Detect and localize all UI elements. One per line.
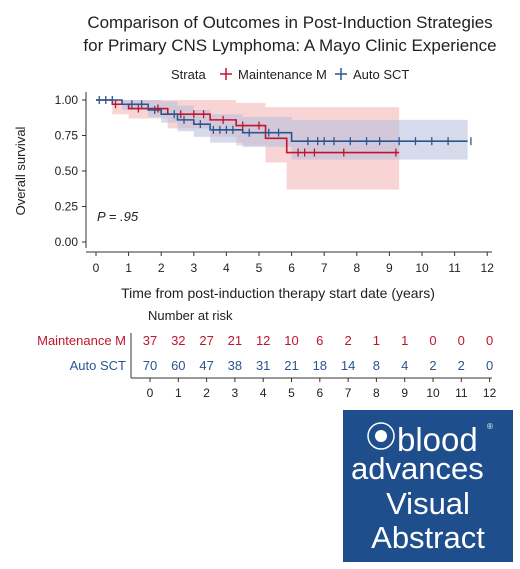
blood-advances-logo: blood ® advances Visual Abstract bbox=[343, 410, 513, 562]
risk-time-label: 4 bbox=[260, 386, 267, 400]
risk-cell-maintenance-m: 21 bbox=[228, 333, 242, 348]
survival-curve-maintenance-m bbox=[96, 99, 400, 154]
risk-cell-maintenance-m: 0 bbox=[486, 333, 493, 348]
legend-item-maintenance: Maintenance M bbox=[220, 67, 327, 82]
risk-cell-auto-sct: 2 bbox=[429, 358, 436, 373]
risk-time-label: 2 bbox=[203, 386, 210, 400]
logo-seal-icon bbox=[367, 422, 395, 450]
risk-cell-maintenance-m: 10 bbox=[284, 333, 298, 348]
risk-cell-maintenance-m: 37 bbox=[143, 333, 157, 348]
risk-time-label: 9 bbox=[401, 386, 408, 400]
risk-row-label-maintenance: Maintenance M bbox=[37, 333, 126, 348]
risk-cell-maintenance-m: 32 bbox=[171, 333, 185, 348]
logo-word-abstract: Abstract bbox=[371, 520, 485, 555]
risk-table: Number at risk Maintenance M Auto SCT 37… bbox=[37, 308, 496, 400]
risk-table-cells: 37 32 27 21 12 10 6 2 1 1 0 0 070 60 47 38 31 21 18 14 8 4 2 2 0 bbox=[143, 333, 493, 373]
risk-cell-maintenance-m: 6 bbox=[316, 333, 323, 348]
censor-marks bbox=[98, 96, 472, 157]
legend-item-auto-sct: Auto SCT bbox=[335, 67, 409, 82]
x-tick-label: 2 bbox=[158, 261, 165, 275]
y-tick-label: 0.75 bbox=[55, 129, 79, 143]
plot-area: 0.000.250.500.751.00 0 1 2 3 4 5 6 7 8 9 10 11 12 Ov… bbox=[13, 92, 494, 301]
risk-cell-maintenance-m: 0 bbox=[458, 333, 465, 348]
risk-time-label: 3 bbox=[232, 386, 239, 400]
risk-cell-auto-sct: 21 bbox=[284, 358, 298, 373]
y-tick-label: 1.00 bbox=[55, 93, 79, 107]
y-tick-label: 0.25 bbox=[55, 200, 79, 214]
risk-cell-maintenance-m: 1 bbox=[401, 333, 408, 348]
x-tick-label: 10 bbox=[415, 261, 429, 275]
risk-cell-auto-sct: 47 bbox=[199, 358, 213, 373]
logo-background bbox=[343, 410, 513, 562]
risk-cell-maintenance-m: 12 bbox=[256, 333, 270, 348]
survival-curve-auto-sct bbox=[96, 99, 468, 142]
legend: Strata Maintenance M Auto SCT bbox=[171, 67, 409, 82]
risk-cell-auto-sct: 14 bbox=[341, 358, 355, 373]
risk-cell-maintenance-m: 27 bbox=[199, 333, 213, 348]
x-tick-label: 1 bbox=[125, 261, 132, 275]
risk-time-label: 5 bbox=[288, 386, 295, 400]
risk-cell-maintenance-m: 1 bbox=[373, 333, 380, 348]
risk-time-label: 10 bbox=[426, 386, 440, 400]
x-tick-label: 5 bbox=[256, 261, 263, 275]
risk-cell-auto-sct: 60 bbox=[171, 358, 185, 373]
x-tick-label: 7 bbox=[321, 261, 328, 275]
x-tick-label: 6 bbox=[288, 261, 295, 275]
risk-table-time-ticks: 0 1 2 3 4 5 6 7 8 9 10 11 12 bbox=[147, 378, 497, 400]
logo-word-visual: Visual bbox=[386, 486, 470, 521]
risk-cell-auto-sct: 4 bbox=[401, 358, 408, 373]
x-axis-label: Time from post-induction therapy start d… bbox=[121, 285, 435, 301]
x-tick-label: 9 bbox=[386, 261, 393, 275]
risk-cell-auto-sct: 38 bbox=[228, 358, 242, 373]
chart-title-line-1: Comparison of Outcomes in Post-Induction… bbox=[87, 13, 492, 32]
risk-time-label: 12 bbox=[483, 386, 497, 400]
risk-row-label-auto-sct: Auto SCT bbox=[70, 358, 126, 373]
risk-time-label: 8 bbox=[373, 386, 380, 400]
risk-time-label: 0 bbox=[147, 386, 154, 400]
y-tick-label: 0.50 bbox=[55, 164, 79, 178]
risk-table-title: Number at risk bbox=[148, 308, 233, 323]
risk-time-label: 7 bbox=[345, 386, 352, 400]
legend-title: Strata bbox=[171, 67, 206, 82]
risk-cell-auto-sct: 18 bbox=[313, 358, 327, 373]
x-tick-label: 8 bbox=[353, 261, 360, 275]
x-axis-ticks: 0 1 2 3 4 5 6 7 8 9 10 11 12 bbox=[93, 252, 495, 275]
x-tick-label: 4 bbox=[223, 261, 230, 275]
chart-title-line-2: for Primary CNS Lymphoma: A Mayo Clinic … bbox=[83, 36, 496, 55]
risk-cell-auto-sct: 2 bbox=[458, 358, 465, 373]
y-tick-label: 0.00 bbox=[55, 235, 79, 249]
survival-curves bbox=[96, 99, 468, 154]
risk-cell-auto-sct: 70 bbox=[143, 358, 157, 373]
risk-cell-auto-sct: 8 bbox=[373, 358, 380, 373]
legend-label-auto-sct: Auto SCT bbox=[353, 67, 409, 82]
x-tick-label: 0 bbox=[93, 261, 100, 275]
risk-time-label: 11 bbox=[455, 386, 468, 400]
risk-cell-maintenance-m: 0 bbox=[429, 333, 436, 348]
x-tick-label: 12 bbox=[481, 261, 495, 275]
risk-cell-auto-sct: 31 bbox=[256, 358, 270, 373]
x-tick-label: 11 bbox=[448, 261, 461, 275]
logo-word-advances: advances bbox=[351, 451, 484, 486]
risk-time-label: 1 bbox=[175, 386, 182, 400]
y-axis-label: Overall survival bbox=[13, 126, 28, 215]
x-tick-label: 3 bbox=[190, 261, 197, 275]
y-axis-ticks: 0.00 0.25 0.50 0.75 1.00 bbox=[55, 93, 86, 249]
legend-label-maintenance: Maintenance M bbox=[238, 67, 327, 82]
logo-registered-mark: ® bbox=[487, 422, 493, 431]
risk-time-label: 6 bbox=[316, 386, 323, 400]
logo-word-blood: blood bbox=[397, 421, 478, 458]
p-value-annotation: P = .95 bbox=[97, 209, 139, 224]
confidence-bands bbox=[96, 100, 468, 190]
risk-cell-auto-sct: 0 bbox=[486, 358, 493, 373]
risk-cell-maintenance-m: 2 bbox=[344, 333, 351, 348]
